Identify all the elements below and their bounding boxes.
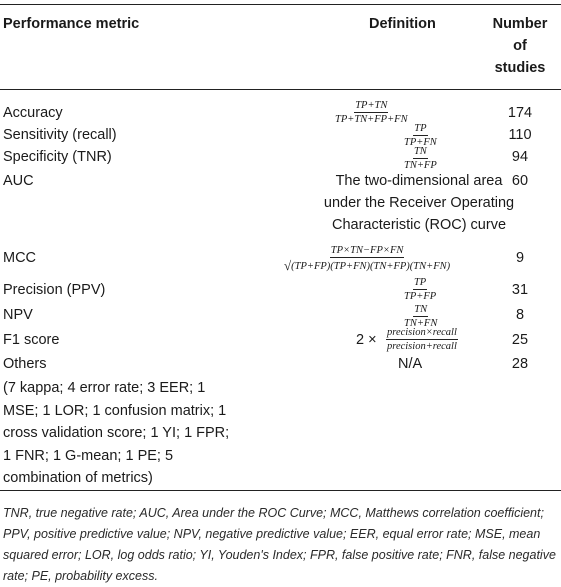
definition-formula: TN TN+FP xyxy=(403,146,438,171)
bottom-rule xyxy=(0,490,561,491)
study-count: 174 xyxy=(507,105,533,121)
definition-formula: TP+TN TP+TN+FP+FN xyxy=(334,100,409,125)
metric-label: Sensitivity (recall) xyxy=(3,127,117,143)
formula-numerator: TP×TN−FP×FN xyxy=(329,245,405,258)
metric-label: F1 score xyxy=(3,332,60,348)
formula-denominator: TN+FP xyxy=(404,160,437,171)
table-footnote: TNR, true negative rate; AUC, Area under… xyxy=(3,506,556,583)
study-count: 110 xyxy=(508,127,532,143)
study-count: 60 xyxy=(511,173,529,189)
study-count: 28 xyxy=(511,356,529,372)
formula-numerator: TP xyxy=(412,277,428,290)
formula-denominator: precision+recall xyxy=(387,341,457,352)
study-count: 31 xyxy=(511,282,529,298)
metric-detail: (7 kappa; 4 error rate; 3 EER; 1 MSE; 1 … xyxy=(3,380,230,486)
formula-numerator: TN xyxy=(413,304,429,317)
metric-label: MCC xyxy=(3,250,37,266)
study-count: 9 xyxy=(515,250,525,266)
metric-label: Accuracy xyxy=(3,105,63,121)
formula-denominator: √(TP+FP)(TP+FN)(TN+FP)(TN+FN) xyxy=(283,258,451,272)
metric-label: Specificity (TNR) xyxy=(3,149,112,165)
header-metric: Performance metric xyxy=(3,16,140,32)
study-count: 94 xyxy=(511,149,529,165)
header-count-line3: studies xyxy=(494,60,546,76)
top-rule xyxy=(0,4,561,5)
sqrt-symbol: √ xyxy=(284,258,292,273)
formula-denominator: TP+FP xyxy=(404,291,437,302)
formula-numerator: TN xyxy=(412,146,428,159)
definition-text: The two-dimensional area under the Recei… xyxy=(323,173,515,233)
study-count: 8 xyxy=(515,307,525,323)
formula-numerator: TP xyxy=(413,123,428,136)
header-count-line1: Number xyxy=(492,16,548,32)
definition-formula: TN TN+FN xyxy=(403,304,438,329)
header-count-line2: of xyxy=(513,38,527,54)
definition-formula: TP TP+FP xyxy=(403,277,437,302)
definition-formula: TP TP+FN xyxy=(403,123,438,148)
definition-formula: precision×recall precision+recall xyxy=(386,327,458,352)
definition-text: N/A xyxy=(398,356,423,372)
header-rule xyxy=(0,89,561,90)
formula-numerator: precision×recall xyxy=(386,327,458,340)
formula-denominator: TP+TN+FP+FN xyxy=(335,114,408,125)
formula-denominator-text: (TP+FP)(TP+FN)(TN+FP)(TN+FN) xyxy=(291,261,451,272)
formula-numerator: TP+TN xyxy=(354,100,389,113)
formula-prefix: 2 × xyxy=(356,332,377,348)
metric-label: AUC xyxy=(3,173,34,189)
header-definition: Definition xyxy=(369,16,436,32)
formula-denominator: TN+FN xyxy=(404,318,438,329)
definition-formula: TP×TN−FP×FN √(TP+FP)(TP+FN)(TN+FP)(TN+FN… xyxy=(283,245,451,272)
metric-label: NPV xyxy=(3,307,33,323)
metric-label: Precision (PPV) xyxy=(3,282,106,298)
formula-denominator: TP+FN xyxy=(404,137,437,148)
study-count: 25 xyxy=(511,332,529,348)
metric-label: Others xyxy=(3,356,47,372)
